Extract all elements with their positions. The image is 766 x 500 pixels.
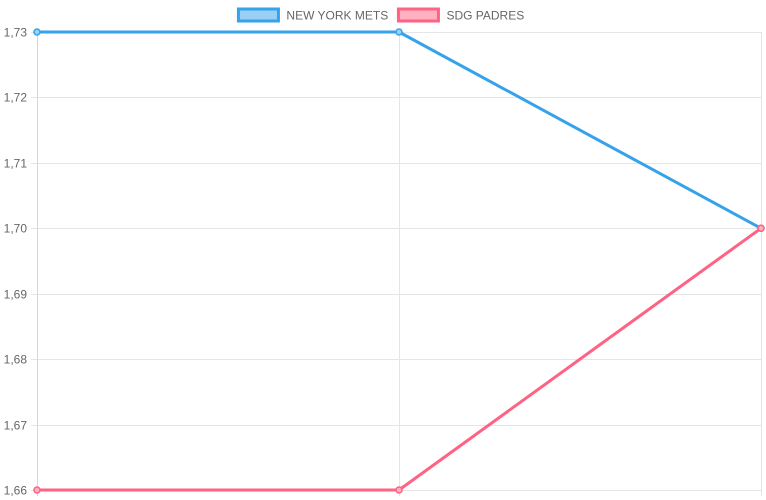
data-point [395,28,403,36]
legend-swatch [236,7,280,23]
legend-swatch [396,7,440,23]
series-lines [33,28,765,494]
y-tick-label: 1,68 [4,353,28,367]
y-tick-label: 1,72 [4,91,28,105]
legend-label: SDG PADRES [446,9,524,23]
legend-label: NEW YORK METS [286,9,388,23]
y-tick-label: 1,67 [4,419,28,433]
data-point [33,28,41,36]
y-axis: 1,73 1,72 1,71 1,70 1,69 1,68 1,67 1,66 [4,26,28,498]
legend[interactable]: NEW YORK METS SDG PADRES [236,7,524,23]
y-tick-label: 1,66 [4,484,28,498]
data-point [395,486,403,494]
grid-lines [31,32,762,496]
y-tick-label: 1,70 [4,222,28,236]
data-point [33,486,41,494]
y-tick-label: 1,69 [4,288,28,302]
legend-item[interactable]: SDG PADRES [396,7,524,23]
legend-item[interactable]: NEW YORK METS [236,7,388,23]
data-point [757,224,765,233]
y-tick-label: 1,71 [4,157,28,171]
y-tick-label: 1,73 [4,26,28,40]
